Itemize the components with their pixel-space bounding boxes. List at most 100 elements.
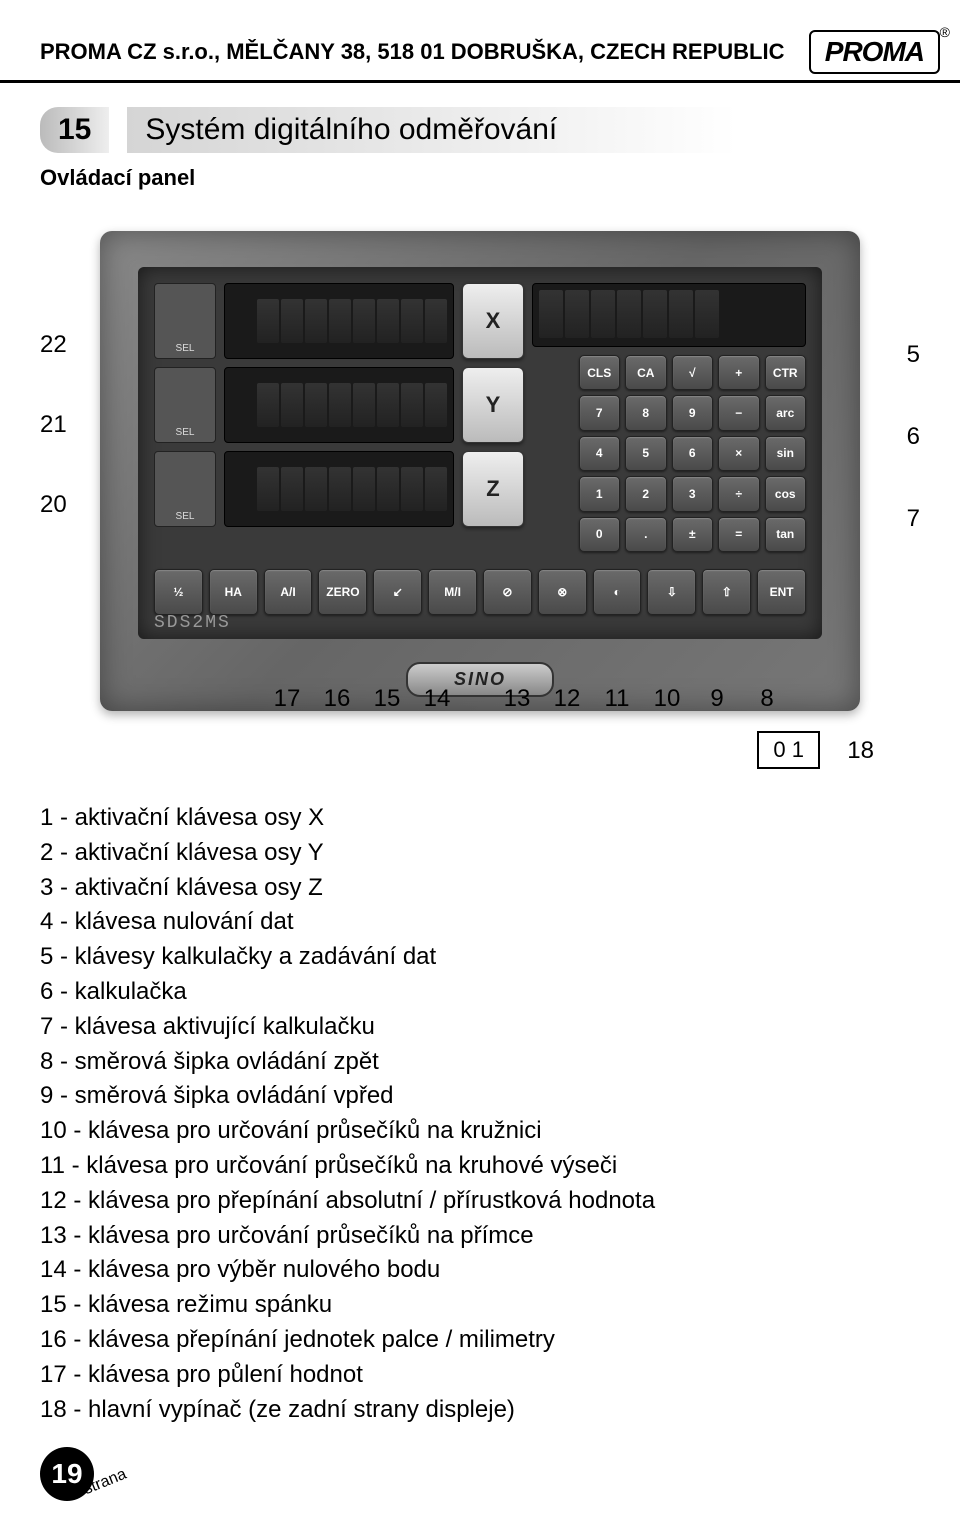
- panel-model: SDS2MS: [154, 613, 231, 633]
- callout-9: 9: [702, 685, 732, 713]
- key-ai[interactable]: A/I: [264, 569, 313, 615]
- legend-item: 2 - aktivační klávesa osy Y: [40, 836, 920, 871]
- key-7[interactable]: 7: [579, 395, 621, 430]
- key-ent[interactable]: ENT: [757, 569, 806, 615]
- chapter-heading: 15 Systém digitálního odměřování: [40, 107, 960, 153]
- callouts-left: 22 21 20: [40, 331, 67, 519]
- legend-item: 15 - klávesa režimu spánku: [40, 1288, 920, 1323]
- key-sqrt[interactable]: √: [672, 355, 714, 390]
- callout-16: 16: [322, 685, 352, 713]
- legend-item: 14 - klávesa pro výběr nulového bodu: [40, 1253, 920, 1288]
- chapter-title: Systém digitálního odměřování: [127, 107, 737, 153]
- subheader: Ovládací panel: [40, 165, 960, 191]
- logo: PROMA ®: [809, 30, 940, 74]
- key-half[interactable]: ½: [154, 569, 203, 615]
- key-arc[interactable]: arc: [765, 395, 807, 430]
- key-sin[interactable]: sin: [765, 436, 807, 471]
- callout-6: 6: [907, 423, 920, 451]
- key-circle[interactable]: ⊘: [483, 569, 532, 615]
- callout-12: 12: [552, 685, 582, 713]
- callout-11: 11: [602, 685, 632, 713]
- callout-21: 21: [40, 411, 67, 439]
- key-ctr[interactable]: CTR: [765, 355, 807, 390]
- logo-text: PROMA: [825, 36, 924, 67]
- key-eq[interactable]: =: [718, 517, 760, 552]
- sel-x-button[interactable]: SEL: [154, 283, 216, 359]
- legend-item: 5 - klávesy kalkulačky a zadávání dat: [40, 940, 920, 975]
- key-up[interactable]: ⇧: [702, 569, 751, 615]
- callout-20: 20: [40, 491, 67, 519]
- key-3[interactable]: 3: [672, 476, 714, 511]
- page-footer: 19 strana: [40, 1447, 960, 1505]
- sel-z-button[interactable]: SEL: [154, 451, 216, 527]
- key-4[interactable]: 4: [579, 436, 621, 471]
- key-8[interactable]: 8: [625, 395, 667, 430]
- bottom-keys: ½ HA A/I ZERO ↙ M/I ⊘ ⊗ ◐ ⇩ ⇧ ENT: [154, 560, 806, 623]
- panel-screen: SEL X CLS CA √ + CTR 7 8: [138, 267, 822, 639]
- legend-item: 10 - klávesa pro určování průsečíků na k…: [40, 1114, 920, 1149]
- legend-item: 16 - klávesa přepínání jednotek palce / …: [40, 1323, 920, 1358]
- control-panel: SEL X CLS CA √ + CTR 7 8: [100, 231, 860, 711]
- legend-item: 18 - hlavní vypínač (ze zadní strany dis…: [40, 1393, 920, 1428]
- callout-7: 7: [907, 505, 920, 533]
- key-zero[interactable]: ZERO: [318, 569, 367, 615]
- key-mi[interactable]: M/I: [428, 569, 477, 615]
- panel-diagram: 1 2 3 4 22 21 20 5 6 7 SEL X CLS: [40, 231, 920, 711]
- legend-item: 4 - klávesa nulování dat: [40, 905, 920, 940]
- key-5[interactable]: 5: [625, 436, 667, 471]
- legend-item: 3 - aktivační klávesa osy Z: [40, 871, 920, 906]
- key-times[interactable]: ×: [718, 436, 760, 471]
- axis-x-button[interactable]: X: [462, 283, 524, 359]
- key-div[interactable]: ÷: [718, 476, 760, 511]
- axis-z-button[interactable]: Z: [462, 451, 524, 527]
- legend-item: 17 - klávesa pro půlení hodnot: [40, 1358, 920, 1393]
- callout-5: 5: [907, 341, 920, 369]
- key-tan[interactable]: tan: [765, 517, 807, 552]
- key-pm[interactable]: ±: [672, 517, 714, 552]
- key-0[interactable]: 0: [579, 517, 621, 552]
- callout-15: 15: [372, 685, 402, 713]
- info-lcd: [532, 283, 806, 347]
- key-minus[interactable]: −: [718, 395, 760, 430]
- legend-item: 12 - klávesa pro přepínání absolutní / p…: [40, 1184, 920, 1219]
- key-cls[interactable]: CLS: [579, 355, 621, 390]
- key-9[interactable]: 9: [672, 395, 714, 430]
- callout-10: 10: [652, 685, 682, 713]
- callout-13: 13: [502, 685, 532, 713]
- page-header: PROMA CZ s.r.o., MĚLČANY 38, 518 01 DOBR…: [0, 0, 960, 83]
- company-line: PROMA CZ s.r.o., MĚLČANY 38, 518 01 DOBR…: [40, 39, 809, 65]
- key-arrow[interactable]: ↙: [373, 569, 422, 615]
- sel-y-button[interactable]: SEL: [154, 367, 216, 443]
- legend-item: 13 - klávesa pro určování průsečíků na p…: [40, 1219, 920, 1254]
- callouts-right: 5 6 7: [907, 341, 920, 533]
- lcd-x: [224, 283, 454, 359]
- lcd-z: [224, 451, 454, 527]
- callout-18: 18: [847, 737, 874, 765]
- key-cos[interactable]: cos: [765, 476, 807, 511]
- axis-y-button[interactable]: Y: [462, 367, 524, 443]
- right-area: CLS CA √ + CTR 7 8 9 − arc 4 5 6 × s: [532, 283, 806, 552]
- callouts-bottom: 17 16 15 14 13 12 11 10 9 8: [272, 685, 782, 713]
- key-sector[interactable]: ⊗: [538, 569, 587, 615]
- key-down[interactable]: ⇩: [647, 569, 696, 615]
- key-halfcircle[interactable]: ◐: [593, 569, 642, 615]
- key-plus[interactable]: +: [718, 355, 760, 390]
- callout-22: 22: [40, 331, 67, 359]
- key-2[interactable]: 2: [625, 476, 667, 511]
- key-1[interactable]: 1: [579, 476, 621, 511]
- legend-item: 6 - kalkulačka: [40, 975, 920, 1010]
- key-6[interactable]: 6: [672, 436, 714, 471]
- chapter-number: 15: [40, 107, 109, 153]
- key-ha[interactable]: HA: [209, 569, 258, 615]
- legend-item: 7 - klávesa aktivující kalkulačku: [40, 1010, 920, 1045]
- lcd-y: [224, 367, 454, 443]
- legend-list: 1 - aktivační klávesa osy X 2 - aktivačn…: [40, 801, 920, 1427]
- key-dot[interactable]: .: [625, 517, 667, 552]
- callout-14: 14: [422, 685, 452, 713]
- key-ca[interactable]: CA: [625, 355, 667, 390]
- legend-item: 1 - aktivační klávesa osy X: [40, 801, 920, 836]
- registered-mark: ®: [940, 24, 950, 40]
- legend-item: 11 - klávesa pro určování průsečíků na k…: [40, 1149, 920, 1184]
- callout-17: 17: [272, 685, 302, 713]
- legend-item: 9 - směrová šipka ovládání vpřed: [40, 1079, 920, 1114]
